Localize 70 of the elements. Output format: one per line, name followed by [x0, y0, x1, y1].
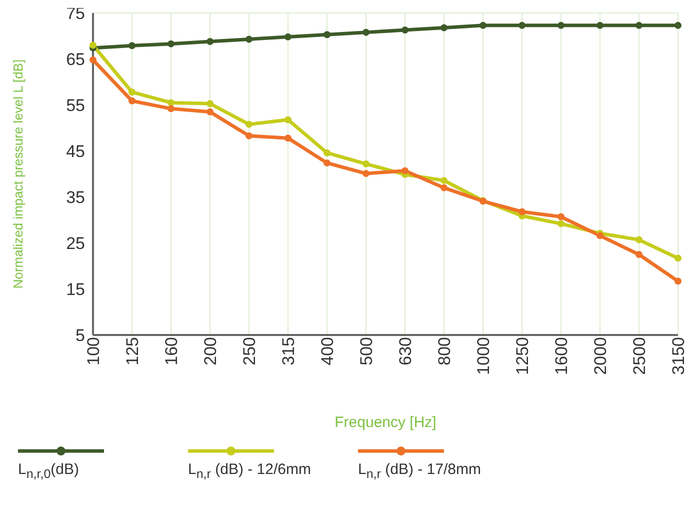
point: [440, 176, 448, 184]
y-tick-label: 15: [66, 280, 85, 300]
x-axis-title: Frequency [Hz]: [334, 414, 436, 431]
x-tick-label: 400: [318, 337, 338, 366]
x-tick-label: 1600: [552, 337, 572, 375]
point: [324, 31, 330, 38]
x-tick-label: 2000: [591, 337, 610, 375]
point: [284, 33, 292, 40]
point: [596, 22, 604, 29]
x-tick-label: 100: [84, 337, 104, 366]
legend-label: L$_{n,r}$ (dB) - 17/8mm: [358, 461, 481, 481]
point: [440, 24, 448, 32]
point: [324, 159, 330, 166]
point: [246, 36, 252, 43]
point: [206, 38, 214, 46]
y-tick-label: 5: [76, 326, 85, 346]
point: [128, 42, 136, 50]
point: [362, 28, 370, 36]
y-tick-label: 65: [66, 50, 85, 70]
point: [284, 134, 292, 142]
x-tick-label: 630: [396, 337, 416, 366]
point: [674, 254, 682, 262]
point: [674, 278, 682, 285]
x-tick-label: 1250: [513, 337, 532, 375]
point: [168, 99, 174, 106]
x-tick-label: 2500: [630, 337, 650, 375]
point: [440, 184, 448, 192]
point: [518, 22, 526, 29]
point: [362, 160, 370, 168]
point: [90, 56, 96, 64]
point: [636, 236, 642, 244]
point: [558, 220, 564, 228]
point: [128, 88, 136, 96]
point: [480, 22, 486, 29]
point: [128, 97, 136, 104]
x-tick-label: 125: [123, 337, 142, 366]
legend-label: L$_{n,r,0}$(dB): [18, 461, 80, 481]
y-axis-title: Normalized impact pressure level L [dB]: [10, 59, 26, 289]
point: [362, 170, 370, 178]
legend-label: L$_{n,r}$ (dB) - 12/6mm: [188, 461, 311, 481]
point: [402, 167, 408, 174]
point: [324, 149, 330, 156]
point: [636, 22, 642, 29]
x-tick-label: 1000: [474, 337, 494, 375]
point: [246, 120, 252, 128]
point: [206, 108, 214, 116]
point: [168, 105, 174, 112]
y-tick-label: 55: [66, 96, 85, 116]
x-tick-label: 250: [240, 337, 260, 366]
x-tick-label: 500: [357, 337, 376, 366]
y-tick-label: 35: [66, 188, 85, 208]
point: [168, 40, 174, 48]
point: [284, 116, 292, 124]
x-tick-label: 800: [435, 337, 454, 366]
y-tick-label: 45: [66, 142, 85, 162]
point: [558, 22, 564, 29]
point: [674, 22, 682, 29]
point: [558, 213, 564, 220]
x-tick-label: 3150: [669, 337, 688, 375]
x-tick-label: 200: [201, 337, 220, 366]
point: [518, 208, 526, 216]
point: [206, 100, 214, 108]
point: [636, 251, 642, 258]
point: [596, 232, 604, 240]
point: [402, 26, 408, 34]
y-tick-label: 25: [66, 234, 85, 254]
x-tick-label: 315: [279, 337, 298, 366]
point: [246, 132, 252, 140]
point: [90, 42, 96, 49]
x-tick-label: 160: [162, 337, 182, 366]
